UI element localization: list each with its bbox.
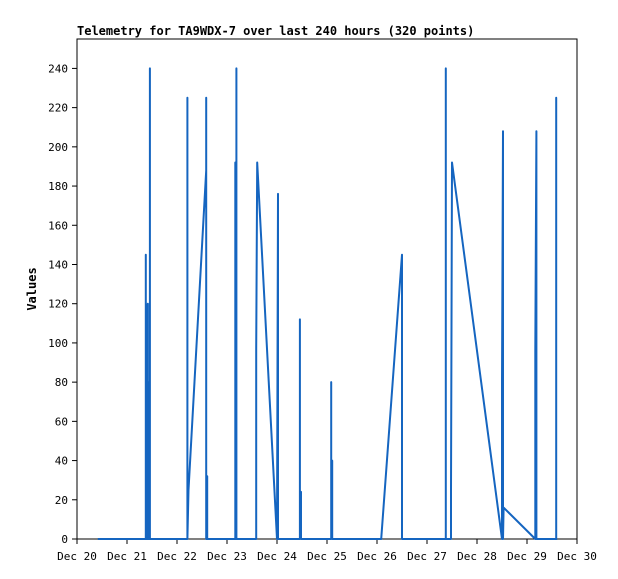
x-tick-label: Dec 25 [307,550,347,563]
x-tick-label: Dec 28 [457,550,497,563]
y-tick-label: 40 [55,455,68,468]
x-tick-label: Dec 20 [57,550,97,563]
x-tick-label: Dec 24 [257,550,297,563]
y-tick-label: 20 [55,494,68,507]
y-tick-label: 200 [48,141,68,154]
y-axis-label: Values [25,267,39,310]
series-group [97,67,558,540]
x-tick-label: Dec 29 [507,550,547,563]
x-tick-label: Dec 26 [357,550,397,563]
x-tick-label: Dec 23 [207,550,247,563]
y-tick-label: 0 [61,533,68,546]
y-tick-label: 140 [48,258,68,271]
y-tick-label: 100 [48,337,68,350]
y-tick-label: 240 [48,62,68,75]
y-tick-label: 160 [48,219,68,232]
y-axis-ticks: 0 20 40 60 80 100 120 140 160 180 200 220 240 [48,62,77,546]
x-tick-label: Dec 21 [107,550,147,563]
y-tick-label: 60 [55,415,68,428]
y-tick-label: 180 [48,180,68,193]
y-tick-label: 80 [55,376,68,389]
x-axis-ticks: Dec 20 Dec 21 Dec 22 Dec 23 Dec 24 Dec 25 Dec … [57,539,597,563]
x-tick-label: Dec 27 [407,550,447,563]
x-tick-label: Dec 22 [157,550,197,563]
y-tick-label: 220 [48,102,68,115]
y-tick-label: 120 [48,298,68,311]
chart-title: Telemetry for TA9WDX-7 over last 240 hou… [77,24,474,38]
x-tick-label: Dec 30 [557,550,597,563]
series-line [97,67,558,540]
